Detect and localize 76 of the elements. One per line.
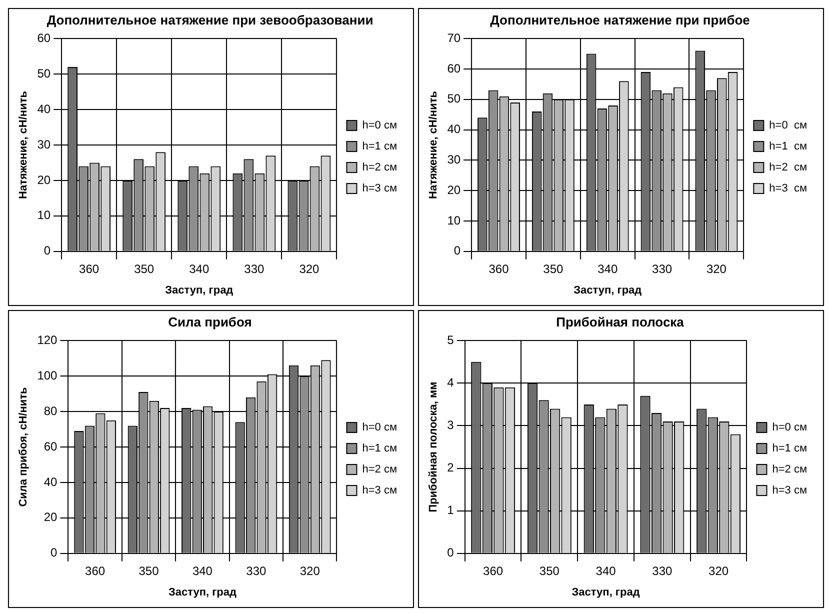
x-tick-label: 360 xyxy=(79,262,100,276)
legend-label: h=1 см xyxy=(362,140,398,153)
legend-label: h=2 см xyxy=(362,464,398,476)
legend-label: h=2 см xyxy=(362,162,398,174)
x-tick-label: 340 xyxy=(596,564,616,578)
y-tick-label: 3 xyxy=(447,418,454,432)
y-axis-title: Прибойная полоска, мм xyxy=(428,382,440,512)
x-tick-label: 330 xyxy=(244,262,264,276)
y-tick-label: 60 xyxy=(447,61,461,76)
legend-label: h=0 см xyxy=(772,422,808,434)
y-tick-label: 50 xyxy=(447,92,461,106)
y-tick-label: 10 xyxy=(37,208,51,222)
y-tick-label: 0 xyxy=(50,546,58,560)
legend-label: h=1 см xyxy=(772,442,808,455)
x-tick-label: 320 xyxy=(300,564,320,578)
y-tick-label: 0 xyxy=(454,244,461,258)
chart-title: Дополнительное натяжение при прибое xyxy=(490,12,750,28)
y-tick-label: 30 xyxy=(447,152,461,167)
y-tick-label: 80 xyxy=(44,404,58,418)
y-tick-label: 40 xyxy=(37,102,51,116)
y-tick-label: 40 xyxy=(44,474,58,489)
y-tick-label: 10 xyxy=(447,213,461,228)
y-tick-label: 50 xyxy=(37,66,51,80)
x-tick-label: 320 xyxy=(708,564,729,578)
x-tick-label: 340 xyxy=(189,262,210,276)
x-tick-label: 330 xyxy=(246,564,267,578)
y-tick-label: 120 xyxy=(37,332,58,347)
chart-title: Сила прибоя xyxy=(168,314,252,330)
legend-label: h=0 см xyxy=(362,120,398,132)
x-tick-label: 350 xyxy=(134,262,154,276)
y-tick-label: 5 xyxy=(447,332,454,347)
y-tick-label: 60 xyxy=(37,30,51,45)
x-axis-title: Заступ, град xyxy=(574,284,642,296)
x-tick-label: 320 xyxy=(299,262,320,276)
y-tick-label: 20 xyxy=(37,172,51,187)
legend-label: h=0 см xyxy=(769,120,808,132)
y-tick-label: 2 xyxy=(447,460,454,475)
y-tick-label: 0 xyxy=(447,546,454,560)
x-tick-label: 360 xyxy=(85,564,106,578)
y-tick-label: 0 xyxy=(44,244,51,258)
chart-title: Дополнительное натяжение при зевообразовании xyxy=(46,12,374,28)
x-tick-label: 320 xyxy=(706,262,727,276)
legend-label: h=1 см xyxy=(769,140,808,153)
legend-label: h=3 см xyxy=(362,182,398,195)
x-axis-title: Заступ, град xyxy=(572,586,640,598)
y-tick-label: 70 xyxy=(447,30,461,45)
y-tick-label: 30 xyxy=(37,137,51,152)
x-tick-label: 360 xyxy=(488,262,510,276)
legend-label: h=1 см xyxy=(362,442,398,455)
x-tick-label: 350 xyxy=(539,564,560,578)
x-tick-label: 350 xyxy=(138,564,160,578)
legend-label: h=0 см xyxy=(362,422,398,434)
y-tick-label: 20 xyxy=(447,182,461,197)
y-tick-label: 40 xyxy=(447,122,461,136)
y-tick-label: 4 xyxy=(447,375,454,390)
x-tick-label: 350 xyxy=(543,262,564,276)
legend-label: h=2 см xyxy=(772,464,808,476)
y-axis-title: Сила прибоя, сН/нить xyxy=(18,386,30,507)
y-tick-label: 60 xyxy=(44,439,58,454)
x-tick-label: 340 xyxy=(192,564,213,578)
x-tick-label: 330 xyxy=(652,564,672,578)
x-axis-title: Заступ, град xyxy=(168,586,237,598)
y-tick-label: 20 xyxy=(44,510,58,524)
y-tick-label: 100 xyxy=(37,368,58,382)
y-tick-label: 1 xyxy=(447,503,454,518)
x-axis-title: Заступ, град xyxy=(165,284,234,296)
chart-title: Прибойная полоска xyxy=(556,314,685,330)
x-tick-label: 340 xyxy=(598,262,618,276)
legend-label: h=3 см xyxy=(362,484,398,497)
y-axis-title: Натяжение, сН/нить xyxy=(18,90,30,199)
x-tick-label: 360 xyxy=(483,564,504,578)
legend-label: h=2 см xyxy=(769,162,808,174)
legend-label: h=3 см xyxy=(772,484,808,497)
y-axis-title: Натяжение, сН/нить xyxy=(428,90,440,199)
x-tick-label: 330 xyxy=(652,262,672,276)
legend-label: h=3 см xyxy=(769,182,808,195)
